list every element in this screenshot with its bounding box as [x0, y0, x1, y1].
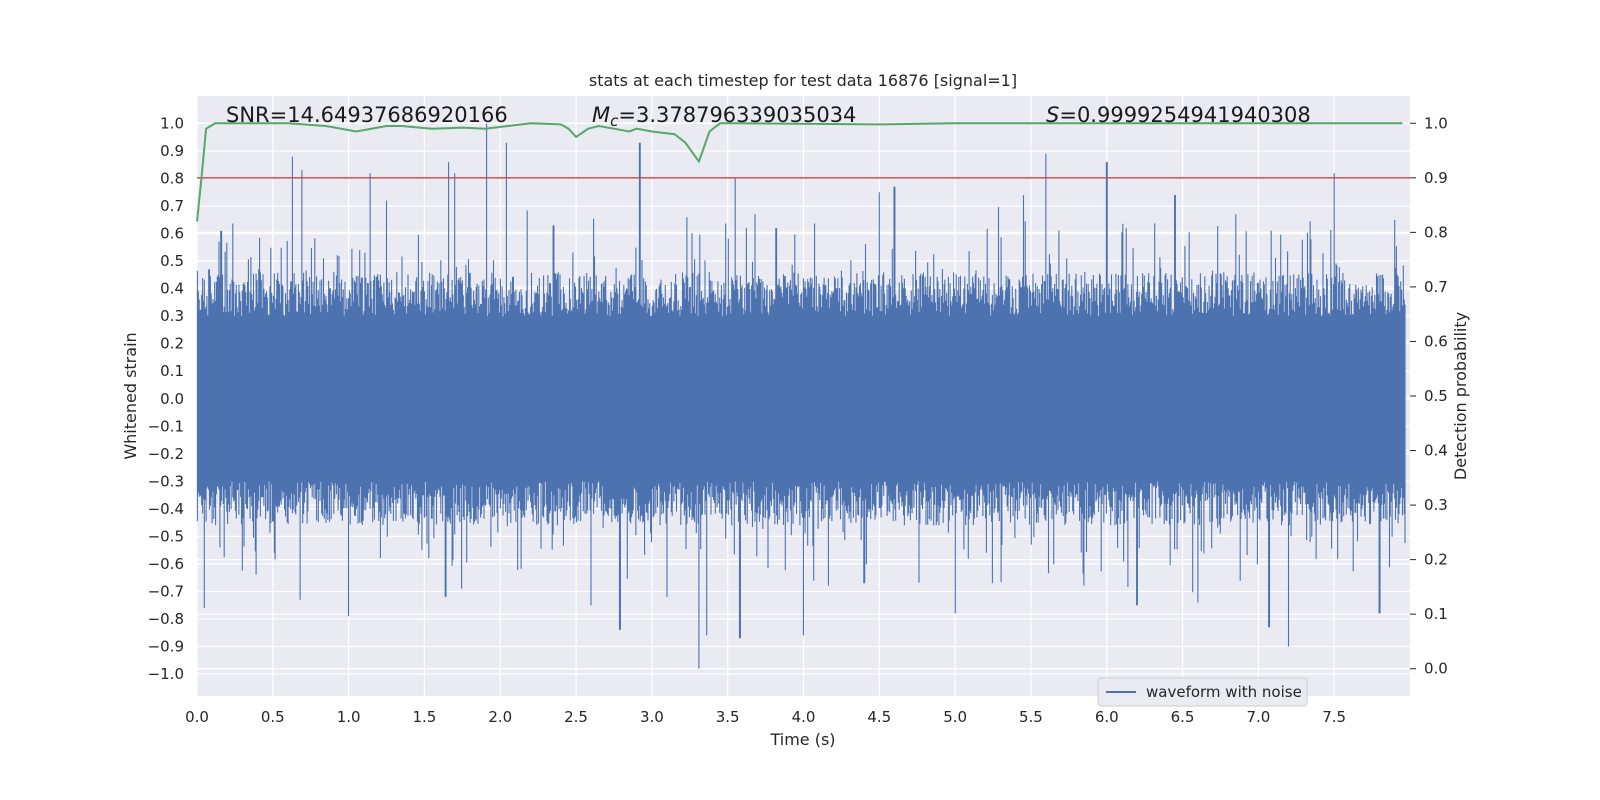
y-tick-label: −0.9 [148, 637, 184, 655]
y-axis-label: Whitened strain [121, 332, 140, 459]
chart-title: stats at each timestep for test data 168… [589, 71, 1017, 90]
waveform-series [196, 123, 1406, 669]
x-tick-label: 1.5 [413, 708, 437, 726]
y-tick-label: 0.5 [160, 252, 184, 270]
x-axis-label: Time (s) [769, 730, 835, 749]
probability-series [196, 122, 1403, 222]
x-tick-label: 7.5 [1322, 708, 1346, 726]
y-tick-label: −0.5 [148, 527, 184, 545]
chirp-mass-subscript: c [610, 112, 619, 130]
snr-annotation: SNR=14.64937686920166 [226, 103, 508, 127]
y-tick-label: −0.7 [148, 582, 184, 600]
y-tick-label: 0.3 [160, 307, 184, 325]
x-tick-label: 6.0 [1095, 708, 1119, 726]
legend-label: waveform with noise [1146, 683, 1302, 701]
y-tick-label: 0.8 [160, 170, 184, 188]
y-tick-label: 0.6 [160, 225, 184, 243]
y2-tick-label: 0.9 [1424, 169, 1448, 187]
y-tick-label: 0.2 [160, 335, 184, 353]
y2-tick-labels: 1.0 0.9 0.8 0.7 0.6 0.5 0.4 0.3 0.2 0.1 0.0 [1410, 114, 1448, 678]
waveform-line [196, 123, 1406, 669]
y2-tick-label: 1.0 [1424, 114, 1448, 132]
chirp-mass-symbol: M [592, 103, 610, 127]
y-tick-label: −0.2 [148, 445, 184, 463]
chirp-mass-annotation: Mc=3.378796339035034 [592, 103, 856, 130]
y-tick-label: 0.0 [160, 390, 184, 408]
x-tick-label: 6.5 [1171, 708, 1195, 726]
y-tick-label: −0.3 [148, 472, 184, 490]
x-tick-label: 0.5 [261, 708, 285, 726]
y-tick-label: 0.1 [160, 362, 184, 380]
x-tick-label: 2.5 [564, 708, 588, 726]
x-tick-label: 1.0 [337, 708, 361, 726]
x-tick-label: 5.5 [1019, 708, 1043, 726]
score-value: =0.9999254941940308 [1059, 103, 1310, 127]
x-tick-label: 3.5 [716, 708, 740, 726]
y-tick-label: 0.7 [160, 197, 184, 215]
x-tick-label: 4.0 [792, 708, 816, 726]
y2-tick-label: 0.4 [1424, 442, 1448, 460]
y2-tick-label: 0.3 [1424, 496, 1448, 514]
x-tick-label: 7.0 [1246, 708, 1270, 726]
y2-tick-label: 0.6 [1424, 332, 1448, 350]
x-tick-label: 4.5 [867, 708, 891, 726]
x-tick-label: 5.0 [943, 708, 967, 726]
chirp-mass-value: =3.378796339035034 [618, 103, 856, 127]
y2-tick-label: 0.2 [1424, 551, 1448, 569]
y-tick-label: 0.9 [160, 142, 184, 160]
probability-line [196, 122, 1403, 222]
y2-tick-label: 0.8 [1424, 223, 1448, 241]
y-tick-label: 1.0 [160, 115, 184, 133]
y-tick-label: −0.4 [148, 500, 184, 518]
y2-tick-label: 0.7 [1424, 278, 1448, 296]
y2-tick-label: 0.5 [1424, 387, 1448, 405]
x-tick-label: 3.0 [640, 708, 664, 726]
y-tick-labels: 1.0 0.9 0.8 0.7 0.6 0.5 0.4 0.3 0.2 0.1 0.0 −0.1 −0.… [148, 115, 184, 683]
y-tick-label: −0.8 [148, 610, 184, 628]
y-tick-label: −0.1 [148, 417, 184, 435]
legend: waveform with noise [1097, 677, 1308, 707]
score-annotation: S=0.9999254941940308 [1046, 103, 1311, 127]
legend-box [1097, 677, 1308, 707]
y-tick-label: 0.4 [160, 280, 184, 298]
score-symbol: S [1046, 103, 1059, 127]
y2-tick-label: 0.1 [1424, 605, 1448, 623]
x-tick-labels: 0.0 0.5 1.0 1.5 2.0 2.5 3.0 3.5 4.0 4.5 5.0 5.5 6.0 6… [185, 708, 1346, 726]
y2-tick-label: 0.0 [1424, 660, 1448, 678]
y-tick-label: −0.6 [148, 555, 184, 573]
x-tick-label: 2.0 [488, 708, 512, 726]
y-tick-label: −1.0 [148, 665, 184, 683]
y2-axis-label: Detection probability [1451, 312, 1470, 480]
x-tick-label: 0.0 [185, 708, 209, 726]
